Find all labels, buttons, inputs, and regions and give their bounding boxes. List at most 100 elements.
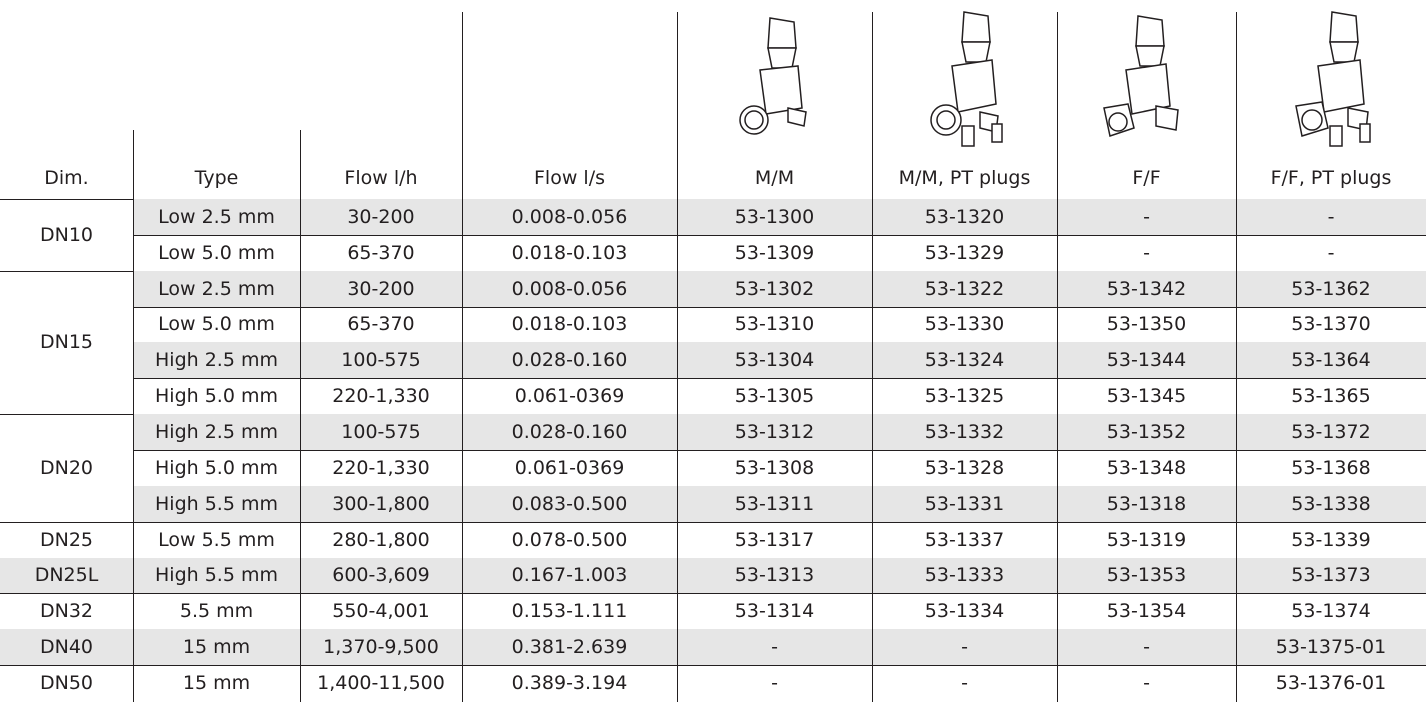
table-cell: 5.5 mm: [179, 600, 254, 623]
column-header: F/F, PT plugs: [1270, 167, 1392, 189]
table-cell: -: [961, 671, 968, 694]
table-cell: 53-1317: [734, 528, 815, 551]
table-cell: 53-1375-01: [1236, 629, 1426, 666]
table-cell: High 5.0 mm: [155, 456, 278, 479]
table-cell: 0.078-0.500: [511, 528, 628, 551]
column-header: Flow l/h: [344, 167, 418, 189]
table-cell: 53-1334: [924, 600, 1005, 623]
table-cell: 0.381-2.639: [462, 629, 677, 666]
column-header: Flow l/s: [534, 167, 605, 189]
table-cell: Low 5.0 mm: [158, 241, 275, 264]
table-cell: 53-1368: [1291, 456, 1371, 479]
table-cell: 65-370: [347, 241, 415, 264]
table-cell: 53-1332: [872, 414, 1057, 450]
table-cell: 53-1313: [677, 557, 872, 594]
table-cell: 220-1,330: [332, 385, 430, 408]
table-cell: Low 5.0 mm: [158, 313, 275, 336]
table-cell: 0.083-0.500: [462, 485, 677, 522]
table-cell: 0.061-0369: [514, 456, 625, 479]
table-cell: -: [1143, 671, 1150, 694]
table-cell: 53-1312: [677, 414, 872, 450]
table-cell: Low 2.5 mm: [133, 199, 300, 235]
table-cell: 53-1322: [872, 270, 1057, 307]
valve-icon: [1295, 11, 1371, 147]
table-cell: 53-1337: [924, 528, 1005, 551]
column-header: F/F: [1132, 167, 1161, 189]
table-cell: 100-575: [300, 414, 462, 450]
table-cell: 53-1304: [677, 342, 872, 379]
table-cell: 53-1372: [1236, 414, 1426, 450]
table-cell: 53-1310: [734, 313, 815, 336]
table-cell: 15 mm: [182, 671, 251, 694]
table-cell: 53-1329: [924, 241, 1005, 264]
table-cell: High 5.0 mm: [155, 385, 278, 408]
table-cell: 53-1348: [1106, 456, 1187, 479]
table-cell: 600-3,609: [300, 557, 462, 594]
table-cell: -: [1057, 199, 1236, 235]
table-cell: 53-1339: [1291, 528, 1371, 551]
dim-cell: DN32: [39, 600, 94, 623]
table-cell: 53-1300: [677, 199, 872, 235]
table-cell: 53-1302: [677, 270, 872, 307]
table-cell: 53-1320: [872, 199, 1057, 235]
column-header: Type: [194, 167, 239, 189]
table-cell: 300-1,800: [300, 485, 462, 522]
table-cell: -: [1236, 199, 1426, 235]
dim-cell: DN50: [39, 671, 94, 694]
group-border: [0, 521, 1426, 523]
table-cell: 0.028-0.160: [462, 414, 677, 450]
table-cell: 53-1311: [677, 485, 872, 522]
table-cell: 53-1364: [1236, 342, 1426, 379]
table-cell: 53-1376-01: [1275, 671, 1387, 694]
table-cell: -: [771, 671, 778, 694]
row-border: [133, 306, 1426, 308]
table-cell: 0.167-1.003: [462, 557, 677, 594]
table-cell: 53-1354: [1106, 600, 1187, 623]
column-border: [1057, 12, 1058, 702]
table-cell: 53-1319: [1106, 528, 1187, 551]
group-border: [0, 665, 1426, 667]
column-header: Dim.: [44, 167, 89, 189]
table-cell: High 5.5 mm: [133, 485, 300, 522]
column-border: [677, 12, 678, 702]
table-cell: 53-1342: [1057, 270, 1236, 307]
table-cell: 53-1309: [734, 241, 815, 264]
table-cell: Low 5.5 mm: [158, 528, 275, 551]
table-cell: 53-1324: [872, 342, 1057, 379]
table-cell: -: [1327, 241, 1335, 264]
dim-cell: DN15: [39, 331, 94, 354]
table-cell: High 5.5 mm: [133, 557, 300, 594]
column-header: M/M, PT plugs: [898, 167, 1031, 189]
table-cell: 53-1362: [1236, 270, 1426, 307]
table-cell: 65-370: [347, 313, 415, 336]
table-cell: 53-1373: [1236, 557, 1426, 594]
dim-cell: DN25L: [0, 557, 133, 594]
table-cell: 53-1305: [734, 385, 815, 408]
table-cell: 30-200: [300, 199, 462, 235]
table-cell: 53-1308: [734, 456, 815, 479]
table-cell: Low 2.5 mm: [133, 270, 300, 307]
column-border: [1236, 12, 1237, 702]
table-cell: 0.008-0.056: [462, 270, 677, 307]
dim-cell: DN10: [39, 223, 94, 246]
column-border: [872, 12, 873, 702]
table-cell: 53-1331: [872, 485, 1057, 522]
table-cell: 53-1344: [1057, 342, 1236, 379]
table-cell: -: [1057, 629, 1236, 666]
table-cell: -: [872, 629, 1057, 666]
dim-cell: DN40: [0, 629, 133, 666]
table-cell: 53-1370: [1291, 313, 1371, 336]
table-cell: 0.389-3.194: [511, 671, 628, 694]
table-cell: 0.028-0.160: [462, 342, 677, 379]
valve-icon: [1103, 15, 1179, 137]
column-border: [462, 12, 463, 702]
table-cell: -: [1143, 241, 1150, 264]
row-border: [133, 378, 1426, 380]
column-header: M/M: [754, 167, 795, 189]
table-cell: 53-1352: [1057, 414, 1236, 450]
table-cell: 53-1374: [1291, 600, 1371, 623]
table-cell: 53-1345: [1106, 385, 1187, 408]
valve-icon: [739, 17, 807, 135]
table-cell: 550-4,001: [332, 600, 430, 623]
